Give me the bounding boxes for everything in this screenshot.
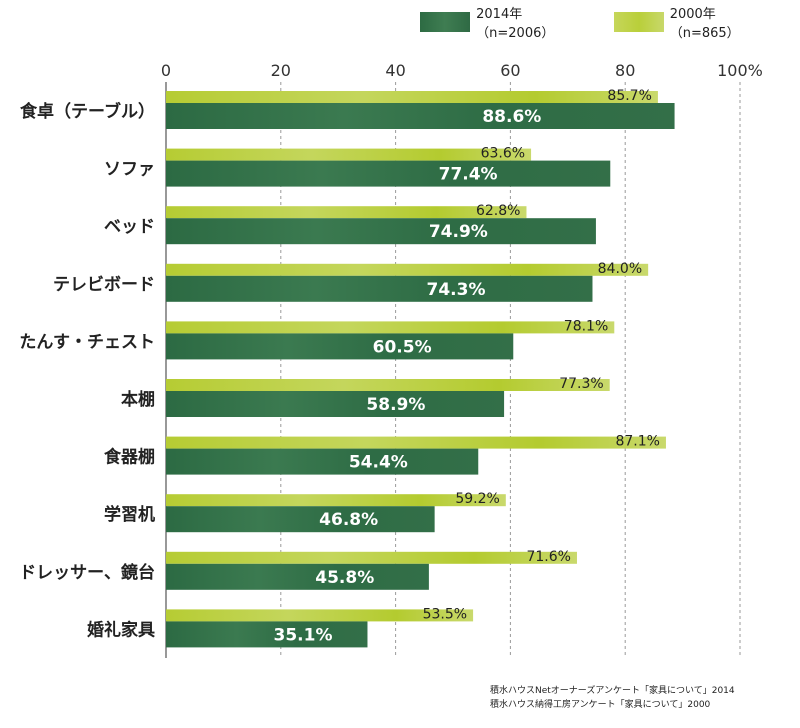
bar-2000-5 bbox=[166, 379, 610, 391]
value-label-2014-9: 35.1% bbox=[274, 625, 333, 645]
bar-2014-6 bbox=[166, 448, 479, 475]
bar-2000-9 bbox=[166, 609, 474, 622]
bar-2014-4 bbox=[166, 333, 514, 360]
value-label-2014-3: 74.3% bbox=[427, 280, 486, 300]
bar-2000-3 bbox=[166, 263, 649, 276]
tick-label-80: 80 bbox=[615, 61, 635, 80]
value-label-2014-7: 46.8% bbox=[319, 510, 378, 530]
value-label-2000-9: 53.5% bbox=[423, 606, 467, 622]
value-label-2014-8: 45.8% bbox=[315, 568, 374, 588]
value-label-2014-2: 74.9% bbox=[429, 222, 488, 242]
value-label-2000-4: 78.1% bbox=[564, 318, 608, 334]
value-label-2000-6: 87.1% bbox=[615, 434, 659, 450]
bar-2014-9 bbox=[166, 621, 368, 648]
tick-label-20: 20 bbox=[271, 61, 291, 80]
legend-item-2000: 2000年（n=865） bbox=[613, 3, 770, 41]
source-note-2000: 積水ハウス納得工房アンケート「家具について」2000 bbox=[490, 700, 711, 710]
legend-label-2014: 2014年（n=2006） bbox=[476, 7, 555, 41]
category-label-0: 食卓（テーブル） bbox=[20, 101, 155, 122]
bar-2014-3 bbox=[166, 275, 593, 302]
legend-item-2014: 2014年（n=2006） bbox=[420, 3, 584, 41]
category-label-4: たんす・チェスト bbox=[19, 332, 155, 352]
value-label-2000-0: 85.7% bbox=[607, 88, 651, 104]
category-label-6: 食器棚 bbox=[104, 447, 155, 468]
value-label-2014-4: 60.5% bbox=[373, 337, 432, 357]
bar-2000-7 bbox=[166, 494, 506, 507]
bar-2000-6 bbox=[166, 436, 666, 449]
value-label-2014-1: 77.4% bbox=[439, 165, 498, 185]
tick-label-40: 40 bbox=[385, 61, 405, 80]
value-label-2014-0: 88.6% bbox=[482, 107, 541, 127]
category-label-5: 本棚 bbox=[121, 389, 155, 410]
bar-2014-0 bbox=[166, 103, 675, 129]
bar-2014-8 bbox=[166, 563, 429, 590]
tick-label-0: 0 bbox=[161, 61, 171, 80]
value-label-2000-2: 62.8% bbox=[476, 203, 520, 219]
bar-2014-7 bbox=[166, 506, 435, 533]
legend-swatch-2000 bbox=[613, 12, 664, 32]
source-note-2014: 積水ハウスNetオーナーズアンケート「家具について」2014 bbox=[490, 686, 735, 696]
bar-2014-2 bbox=[166, 218, 596, 245]
value-label-2014-5: 58.9% bbox=[366, 395, 425, 415]
bar-2000-1 bbox=[166, 148, 532, 161]
legend-label-2000: 2000年（n=865） bbox=[669, 7, 740, 41]
bar-2000-2 bbox=[166, 206, 527, 219]
category-label-1: ソファ bbox=[104, 160, 155, 180]
bar-2000-0 bbox=[166, 91, 658, 103]
tick-label-100: 100% bbox=[717, 61, 763, 80]
value-label-2000-1: 63.6% bbox=[481, 146, 525, 162]
bar-2000-4 bbox=[166, 321, 615, 334]
value-label-2000-5: 77.3% bbox=[559, 376, 603, 392]
category-label-3: テレビボード bbox=[53, 275, 155, 295]
category-label-7: 学習机 bbox=[104, 504, 155, 525]
bar-2014-1 bbox=[166, 160, 611, 187]
legend-swatch-2014 bbox=[420, 12, 471, 32]
value-label-2014-6: 54.4% bbox=[349, 453, 408, 473]
value-label-2000-8: 71.6% bbox=[526, 549, 570, 565]
source-note: 積水ハウスNetオーナーズアンケート「家具について」2014 積水ハウス納得工房… bbox=[490, 684, 735, 712]
category-label-8: ドレッサー、鏡台 bbox=[19, 562, 155, 583]
value-label-2000-3: 84.0% bbox=[598, 261, 642, 277]
bar-2000-8 bbox=[166, 551, 577, 564]
legend: 2014年（n=2006） 2000年（n=865） bbox=[420, 7, 800, 41]
tick-label-60: 60 bbox=[500, 61, 520, 80]
bar-2014-5 bbox=[166, 391, 505, 417]
value-label-2000-7: 59.2% bbox=[455, 491, 499, 507]
category-label-9: 婚礼家具 bbox=[87, 619, 155, 640]
category-label-2: ベッド bbox=[104, 217, 155, 237]
